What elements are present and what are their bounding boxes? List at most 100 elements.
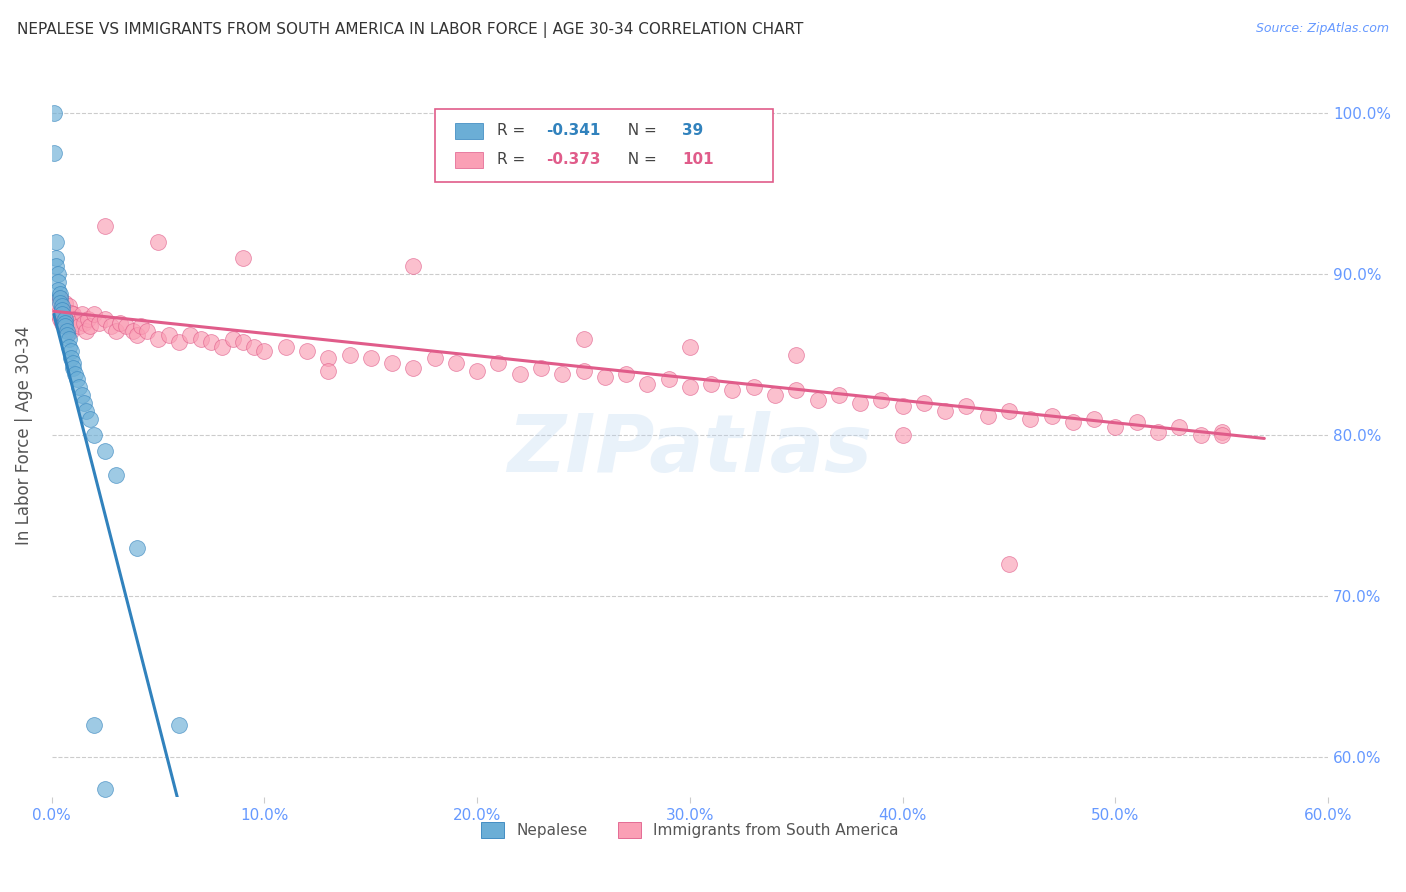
Point: [572, 332, 595, 346]
Point: [146, 235, 169, 249]
Point: [83, 428, 105, 442]
Point: [45, 300, 67, 314]
Point: [87, 316, 110, 330]
Point: [721, 383, 744, 397]
Point: [232, 251, 254, 265]
FancyBboxPatch shape: [456, 123, 484, 139]
Point: [49, 286, 72, 301]
Point: [62, 318, 84, 333]
Point: [785, 383, 807, 397]
Point: [232, 334, 254, 349]
Point: [955, 399, 977, 413]
Text: R =: R =: [498, 153, 530, 168]
Point: [83, 308, 105, 322]
Point: [891, 428, 914, 442]
Point: [998, 557, 1021, 571]
Point: [49, 291, 72, 305]
Point: [67, 318, 90, 333]
Point: [49, 312, 72, 326]
FancyBboxPatch shape: [456, 152, 484, 168]
Point: [94, 782, 117, 797]
Point: [211, 340, 233, 354]
Point: [108, 316, 131, 330]
Text: N =: N =: [619, 153, 662, 168]
Point: [614, 367, 637, 381]
Point: [1040, 409, 1063, 423]
Point: [977, 409, 1000, 423]
Point: [360, 351, 382, 365]
Point: [53, 318, 76, 333]
Point: [190, 332, 212, 346]
Point: [1104, 420, 1126, 434]
Point: [1125, 415, 1147, 429]
Point: [1147, 425, 1170, 439]
Point: [402, 259, 425, 273]
Point: [51, 300, 73, 314]
Point: [891, 399, 914, 413]
Point: [125, 541, 148, 555]
Point: [339, 348, 361, 362]
Point: [828, 388, 851, 402]
Point: [62, 308, 84, 322]
Point: [42, 146, 65, 161]
Point: [59, 324, 82, 338]
Point: [53, 316, 76, 330]
Point: [51, 302, 73, 317]
Point: [73, 396, 96, 410]
Point: [763, 388, 786, 402]
Point: [51, 316, 73, 330]
Point: [1189, 428, 1212, 442]
FancyBboxPatch shape: [434, 109, 773, 182]
Point: [870, 392, 893, 407]
Text: -0.373: -0.373: [546, 153, 600, 168]
Point: [58, 332, 80, 346]
Point: [58, 316, 80, 330]
Point: [998, 404, 1021, 418]
Point: [55, 308, 77, 322]
Point: [444, 356, 467, 370]
Point: [1019, 412, 1042, 426]
Point: [316, 351, 339, 365]
Point: [46, 283, 69, 297]
Point: [1211, 425, 1233, 439]
Point: [169, 334, 191, 349]
Point: [73, 316, 96, 330]
Point: [104, 468, 127, 483]
Point: [509, 367, 531, 381]
Point: [45, 259, 67, 273]
Point: [55, 324, 77, 338]
Text: ZIPatlas: ZIPatlas: [508, 410, 873, 489]
Point: [488, 356, 510, 370]
Point: [70, 388, 93, 402]
Point: [45, 251, 67, 265]
Point: [42, 106, 65, 120]
Point: [55, 328, 77, 343]
Point: [53, 318, 76, 333]
Point: [381, 356, 404, 370]
Point: [59, 306, 82, 320]
Point: [316, 364, 339, 378]
Point: [1062, 415, 1084, 429]
Point: [66, 372, 89, 386]
Point: [59, 344, 82, 359]
Point: [125, 328, 148, 343]
Point: [1168, 420, 1191, 434]
Point: [63, 312, 86, 326]
Point: [75, 324, 97, 338]
Point: [179, 328, 201, 343]
Point: [402, 360, 425, 375]
Point: [62, 356, 84, 370]
Point: [94, 444, 117, 458]
Point: [200, 334, 222, 349]
Point: [51, 308, 73, 322]
Point: [58, 340, 80, 354]
Point: [45, 235, 67, 249]
Text: R =: R =: [498, 123, 530, 138]
Point: [58, 300, 80, 314]
Text: -0.341: -0.341: [546, 123, 600, 138]
Point: [636, 376, 658, 391]
Point: [700, 376, 723, 391]
Point: [1083, 412, 1105, 426]
Point: [465, 364, 488, 378]
Point: [169, 718, 191, 732]
